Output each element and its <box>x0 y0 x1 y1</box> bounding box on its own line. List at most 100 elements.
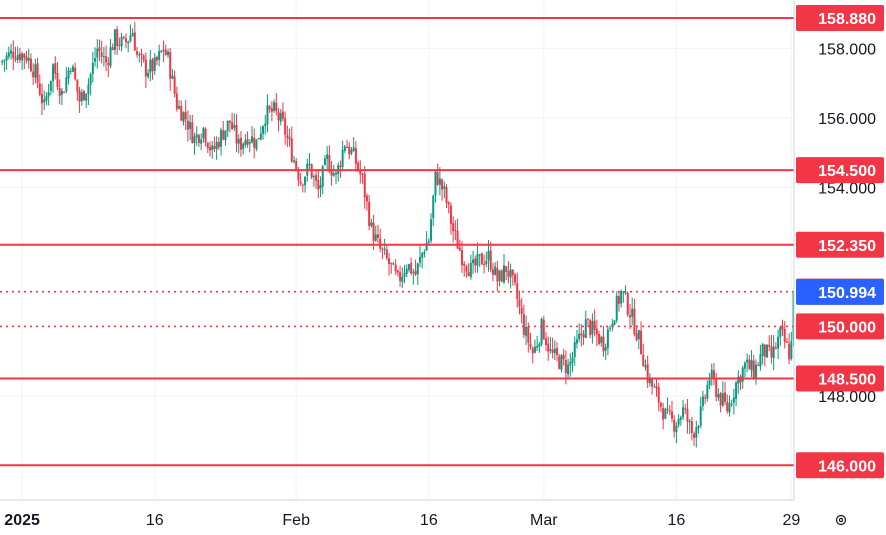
candle-body <box>436 172 439 185</box>
candle-body <box>759 354 762 367</box>
candle-body <box>598 333 601 344</box>
candle-body <box>36 63 39 83</box>
candle-body <box>292 160 295 162</box>
candle-body <box>111 47 114 50</box>
candle-body <box>215 141 218 150</box>
candle-body <box>255 139 258 149</box>
level-price-tag <box>796 365 884 392</box>
candle-body <box>288 137 291 140</box>
candle-body <box>222 130 225 140</box>
level-price-tag <box>796 313 884 340</box>
candle-body <box>69 70 72 72</box>
candle-body <box>281 111 284 119</box>
candle-body <box>399 272 402 281</box>
chart-settings-button[interactable] <box>830 510 852 530</box>
candle-body <box>637 329 640 340</box>
candle-body <box>226 120 229 131</box>
candle-body <box>710 369 713 379</box>
candle-body <box>171 75 174 79</box>
candle-body <box>184 111 187 120</box>
candle-body <box>45 96 48 101</box>
candle-body <box>173 76 176 94</box>
candle-body <box>133 32 136 51</box>
candle-body <box>368 201 371 227</box>
candle-body <box>553 348 556 354</box>
candle-body <box>372 222 375 242</box>
candle-body <box>487 251 490 261</box>
candle-body <box>32 71 35 78</box>
candle-body <box>109 47 112 66</box>
candle-body <box>60 90 63 95</box>
candle-body <box>617 296 620 304</box>
candle-body <box>388 258 391 265</box>
candle-body <box>403 273 406 277</box>
candle-body <box>783 328 786 343</box>
candle-body <box>308 164 311 166</box>
candle-body <box>456 230 459 249</box>
candle-body <box>686 409 689 422</box>
candle-body <box>381 248 384 250</box>
candle-body <box>761 343 764 356</box>
candle-body <box>21 53 24 61</box>
candle-body <box>197 135 200 143</box>
candle-body <box>449 205 452 225</box>
candle-body <box>74 67 77 80</box>
candle-body <box>330 170 333 176</box>
candle-body <box>312 176 315 178</box>
candle-body <box>704 397 707 399</box>
candle-body <box>82 91 85 101</box>
time-tick-label: 16 <box>668 512 686 529</box>
candle-body <box>675 425 678 433</box>
candle-body <box>390 262 393 264</box>
candle-body <box>478 254 481 256</box>
candle-body <box>640 330 643 354</box>
candle-body <box>547 343 550 352</box>
candle-body <box>626 292 629 315</box>
candle-body <box>529 343 532 347</box>
candle-body <box>164 49 167 55</box>
candle-body <box>746 359 749 363</box>
candle-body <box>374 234 377 241</box>
candle-body <box>602 336 605 352</box>
horizontal-levels[interactable] <box>0 17 794 467</box>
candle-body <box>341 150 344 167</box>
candle-body <box>549 348 552 351</box>
candle-body <box>505 266 508 272</box>
candle-body <box>467 271 470 276</box>
candle-body <box>85 93 88 101</box>
candle-body <box>717 394 720 398</box>
candle-body <box>502 265 505 283</box>
candle-body <box>531 348 534 354</box>
candle-body <box>193 136 196 144</box>
candlestick-series <box>1 22 795 448</box>
level-price-tag <box>796 452 884 479</box>
time-axis-panel[interactable] <box>0 500 794 535</box>
candle-body <box>142 55 145 61</box>
candle-body <box>659 403 662 407</box>
candle-body <box>458 247 461 251</box>
candle-body <box>538 343 541 347</box>
candle-body <box>204 128 207 143</box>
candle-body <box>151 59 154 72</box>
candle-body <box>432 195 435 219</box>
time-axis-ticks: 2025 16 Feb 16 Mar 16 29 <box>4 512 800 529</box>
candle-body <box>301 184 304 186</box>
candle-body <box>182 112 185 122</box>
candle-body <box>246 138 249 145</box>
candle-body <box>790 341 793 359</box>
candle-body <box>757 364 760 366</box>
candle-body <box>522 314 525 335</box>
candle-body <box>631 308 634 317</box>
candle-body <box>682 407 685 418</box>
candle-body <box>5 55 8 61</box>
candle-body <box>509 269 512 278</box>
candle-body <box>474 258 477 266</box>
candle-body <box>460 250 463 266</box>
candle-body <box>127 41 130 44</box>
candle-body <box>189 121 192 129</box>
level-price-tag-text: 150.000 <box>818 319 876 336</box>
candle-body <box>211 145 214 150</box>
price-tick-label: 156.000 <box>818 111 876 128</box>
candle-body <box>23 53 26 58</box>
